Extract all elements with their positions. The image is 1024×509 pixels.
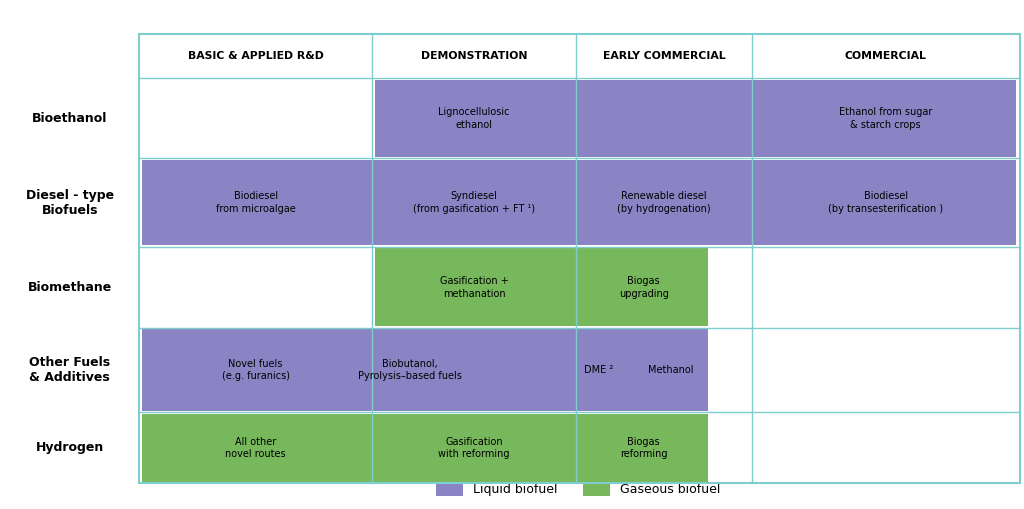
Text: Renewable diesel
(by hydrogenation): Renewable diesel (by hydrogenation)	[617, 191, 711, 214]
Text: Gasification +
methanation: Gasification + methanation	[440, 276, 509, 299]
Text: Biodiesel
from microalgae: Biodiesel from microalgae	[216, 191, 296, 214]
Text: Methanol: Methanol	[647, 365, 693, 375]
Text: All other
novel routes: All other novel routes	[225, 437, 286, 459]
Text: Novel fuels
(e.g. furanics): Novel fuels (e.g. furanics)	[221, 359, 290, 381]
Text: Ethanol from sugar
& starch crops: Ethanol from sugar & starch crops	[839, 107, 933, 129]
FancyBboxPatch shape	[142, 329, 708, 411]
Text: Syndiesel
(from gasification + FT ¹): Syndiesel (from gasification + FT ¹)	[413, 191, 536, 214]
Text: COMMERCIAL: COMMERCIAL	[845, 51, 927, 61]
Text: EARLY COMMERCIAL: EARLY COMMERCIAL	[603, 51, 725, 61]
FancyBboxPatch shape	[142, 160, 1017, 245]
Text: Lignocellulosic
ethanol: Lignocellulosic ethanol	[438, 107, 510, 129]
FancyBboxPatch shape	[375, 80, 1017, 157]
Text: Gasification
with reforming: Gasification with reforming	[438, 437, 510, 459]
Text: DEMONSTRATION: DEMONSTRATION	[421, 51, 527, 61]
Legend: Liquid biofuel, Gaseous biofuel: Liquid biofuel, Gaseous biofuel	[431, 477, 726, 501]
Text: Bioethanol: Bioethanol	[32, 112, 108, 125]
Text: Biobutanol,
Pyrolysis–based fuels: Biobutanol, Pyrolysis–based fuels	[358, 359, 462, 381]
Text: Biogas
reforming: Biogas reforming	[620, 437, 668, 459]
Text: Biogas
upgrading: Biogas upgrading	[618, 276, 669, 299]
FancyBboxPatch shape	[142, 414, 708, 482]
Text: BASIC & APPLIED R&D: BASIC & APPLIED R&D	[187, 51, 324, 61]
Text: Other Fuels
& Additives: Other Fuels & Additives	[30, 356, 111, 384]
Text: Hydrogen: Hydrogen	[36, 441, 103, 455]
Text: Biodiesel
(by transesterification ): Biodiesel (by transesterification )	[828, 191, 943, 214]
Text: Diesel - type
Biofuels: Diesel - type Biofuels	[26, 189, 114, 217]
Text: DME ²: DME ²	[584, 365, 613, 375]
FancyBboxPatch shape	[375, 248, 708, 326]
Text: Biomethane: Biomethane	[28, 281, 112, 294]
